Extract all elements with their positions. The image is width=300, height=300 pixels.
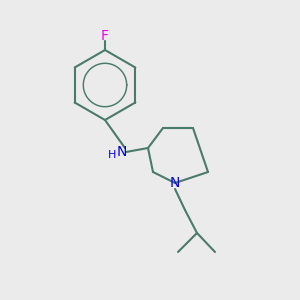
Text: N: N xyxy=(170,176,180,190)
Text: F: F xyxy=(101,29,109,43)
Text: H: H xyxy=(108,150,116,160)
Text: N: N xyxy=(117,145,127,159)
